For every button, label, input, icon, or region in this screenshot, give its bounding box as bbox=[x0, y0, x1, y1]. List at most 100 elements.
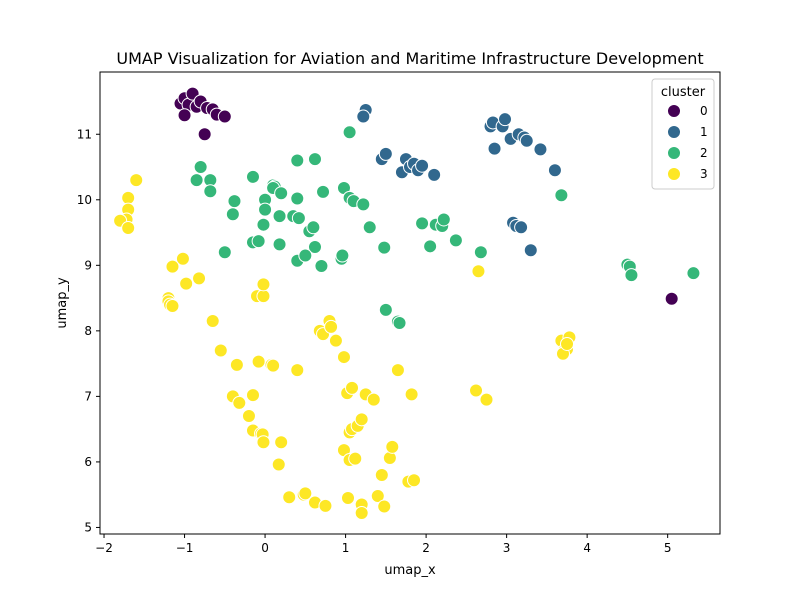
data-point-cluster-3 bbox=[179, 276, 194, 291]
legend-label-1: 1 bbox=[700, 125, 708, 139]
data-point-cluster-2 bbox=[307, 239, 322, 254]
data-point-cluster-3 bbox=[256, 289, 271, 304]
x-tick-label: 4 bbox=[583, 541, 591, 555]
data-point-cluster-3 bbox=[129, 173, 144, 188]
data-point-cluster-0 bbox=[177, 108, 192, 123]
data-point-cluster-2 bbox=[377, 240, 392, 255]
y-tick-label: 8 bbox=[84, 324, 92, 338]
data-point-cluster-2 bbox=[473, 245, 488, 260]
data-point-cluster-3 bbox=[229, 357, 244, 372]
data-point-cluster-2 bbox=[217, 245, 232, 260]
data-point-cluster-2 bbox=[272, 237, 287, 252]
data-point-cluster-1 bbox=[533, 142, 548, 157]
data-point-cluster-2 bbox=[362, 220, 377, 235]
data-point-cluster-2 bbox=[316, 184, 331, 199]
data-point-cluster-3 bbox=[324, 319, 339, 334]
data-point-cluster-3 bbox=[348, 451, 363, 466]
data-point-cluster-1 bbox=[378, 146, 393, 161]
data-point-cluster-2 bbox=[256, 217, 271, 232]
data-point-cluster-3 bbox=[192, 271, 207, 286]
data-point-cluster-2 bbox=[448, 233, 463, 248]
data-point-cluster-2 bbox=[227, 194, 242, 209]
data-point-cluster-1 bbox=[487, 141, 502, 156]
data-point-cluster-2 bbox=[554, 188, 569, 203]
legend-label-3: 3 bbox=[700, 167, 708, 181]
data-point-cluster-0 bbox=[217, 109, 232, 124]
data-point-cluster-2 bbox=[415, 216, 430, 231]
data-point-cluster-2 bbox=[307, 152, 322, 167]
data-point-cluster-3 bbox=[274, 435, 289, 450]
data-point-cluster-2 bbox=[245, 169, 260, 184]
data-point-cluster-3 bbox=[245, 388, 260, 403]
data-point-cluster-0 bbox=[197, 127, 212, 142]
y-tick-label: 7 bbox=[84, 389, 92, 403]
axes-frame bbox=[99, 71, 721, 535]
legend-marker-2 bbox=[667, 146, 681, 160]
data-point-cluster-2 bbox=[624, 268, 639, 283]
chart-title: UMAP Visualization for Aviation and Mari… bbox=[116, 49, 703, 68]
data-point-cluster-3 bbox=[213, 343, 228, 358]
data-point-cluster-3 bbox=[256, 277, 271, 292]
legend-title: cluster bbox=[661, 85, 706, 100]
data-point-cluster-3 bbox=[175, 251, 190, 266]
data-point-cluster-3 bbox=[266, 358, 281, 373]
data-point-cluster-3 bbox=[232, 395, 247, 410]
data-point-cluster-3 bbox=[471, 264, 486, 279]
x-tick-label: 0 bbox=[261, 541, 269, 555]
data-point-cluster-3 bbox=[271, 457, 286, 472]
legend-marker-0 bbox=[667, 104, 681, 118]
data-point-cluster-3 bbox=[345, 380, 360, 395]
data-point-cluster-3 bbox=[377, 499, 392, 514]
data-point-cluster-3 bbox=[282, 490, 297, 505]
data-point-cluster-3 bbox=[336, 350, 351, 365]
data-point-cluster-3 bbox=[241, 409, 256, 424]
data-point-cluster-1 bbox=[519, 133, 534, 148]
legend-box bbox=[651, 78, 715, 190]
data-point-cluster-2 bbox=[274, 186, 289, 201]
y-axis-label: umap_y bbox=[55, 277, 70, 329]
data-point-cluster-3 bbox=[341, 490, 355, 505]
data-point-cluster-3 bbox=[165, 298, 180, 313]
data-point-cluster-3 bbox=[121, 190, 136, 205]
data-point-cluster-2 bbox=[258, 202, 273, 217]
data-point-cluster-2 bbox=[378, 302, 393, 317]
data-point-cluster-0 bbox=[664, 291, 679, 306]
data-point-cluster-3 bbox=[354, 412, 369, 427]
x-tick-label: −1 bbox=[176, 541, 194, 555]
data-point-cluster-2 bbox=[290, 191, 305, 206]
x-tick-label: 5 bbox=[664, 541, 672, 555]
y-tick-label: 6 bbox=[84, 455, 92, 469]
data-point-cluster-3 bbox=[290, 363, 305, 378]
data-point-cluster-2 bbox=[436, 212, 451, 227]
data-point-cluster-3 bbox=[318, 498, 333, 513]
data-point-cluster-2 bbox=[290, 153, 305, 168]
data-point-cluster-2 bbox=[314, 258, 329, 273]
data-point-cluster-2 bbox=[342, 125, 357, 140]
y-tick-label: 11 bbox=[77, 127, 92, 141]
data-point-cluster-3 bbox=[298, 486, 313, 501]
data-point-cluster-2 bbox=[392, 315, 407, 330]
data-point-cluster-2 bbox=[189, 173, 204, 188]
data-point-cluster-3 bbox=[256, 435, 271, 450]
data-point-cluster-3 bbox=[560, 336, 575, 351]
data-point-cluster-1 bbox=[415, 158, 430, 173]
data-point-cluster-3 bbox=[366, 392, 381, 407]
data-point-cluster-3 bbox=[165, 259, 180, 274]
data-point-cluster-3 bbox=[121, 220, 136, 235]
data-point-cluster-3 bbox=[374, 468, 389, 483]
x-axis-label: umap_x bbox=[384, 563, 436, 578]
legend-label-2: 2 bbox=[700, 146, 708, 160]
data-point-cluster-2 bbox=[225, 207, 240, 222]
data-point-cluster-2 bbox=[251, 234, 266, 249]
data-point-cluster-3 bbox=[354, 506, 369, 521]
data-point-cluster-3 bbox=[251, 354, 266, 369]
legend-marker-3 bbox=[667, 167, 681, 181]
data-point-cluster-1 bbox=[356, 109, 371, 124]
data-point-cluster-2 bbox=[306, 220, 321, 235]
data-point-cluster-2 bbox=[291, 211, 306, 226]
data-point-cluster-1 bbox=[427, 167, 442, 182]
data-point-cluster-3 bbox=[479, 392, 494, 407]
data-point-cluster-3 bbox=[205, 314, 220, 329]
x-tick-label: 3 bbox=[503, 541, 511, 555]
